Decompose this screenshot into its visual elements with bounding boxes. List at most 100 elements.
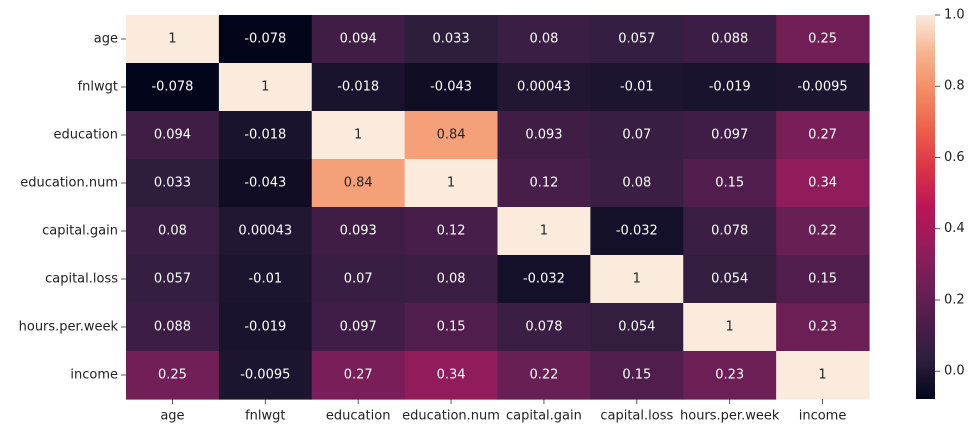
cell-value-label: 0.15 — [715, 176, 744, 191]
cell-value-label: 0.08 — [158, 224, 187, 239]
heatmap-cell — [218, 15, 313, 64]
cell-value-label: -0.0095 — [240, 368, 290, 383]
cell-value-label: -0.032 — [523, 272, 565, 287]
y-axis-tick-labels: age fnlwgt education education.num capital.g… — [19, 32, 126, 383]
heatmap-cell — [311, 111, 406, 160]
heatmap-cell — [497, 303, 591, 352]
heatmap-cell — [311, 63, 406, 112]
heatmap-cell — [776, 15, 870, 64]
cell-value-label: 0.057 — [154, 272, 191, 287]
heatmap-cell — [590, 63, 684, 112]
y-tick-label: capital.gain — [42, 224, 118, 239]
cell-value-label: 0.15 — [622, 368, 651, 383]
x-tick-label: fnlwgt — [245, 409, 285, 424]
heatmap-cell — [404, 255, 499, 304]
cell-value-label: 0.23 — [715, 368, 744, 383]
cell-value-label: 0.088 — [154, 320, 191, 335]
heatmap-cell — [126, 15, 220, 64]
cell-value-label: -0.018 — [337, 80, 379, 95]
heatmap-cell — [311, 159, 406, 208]
heatmap-cell — [126, 111, 220, 160]
heatmap-cells — [126, 15, 870, 400]
cell-value-label: 0.088 — [711, 32, 748, 47]
heatmap-cell — [404, 207, 499, 256]
colorbar-tick-label: 0.6 — [944, 150, 965, 165]
heatmap-cell — [218, 63, 313, 112]
heatmap-cell — [218, 207, 313, 256]
cell-value-label: 0.057 — [618, 32, 655, 47]
y-tick-label: hours.per.week — [19, 320, 119, 335]
cell-value-label: 0.08 — [437, 272, 466, 287]
heatmap-cell — [311, 15, 406, 64]
heatmap-cell — [404, 303, 499, 352]
cell-value-label: 1 — [261, 80, 269, 95]
heatmap-cell — [218, 111, 313, 160]
heatmap-cell — [404, 63, 499, 112]
cell-value-label: -0.01 — [620, 80, 654, 95]
cell-value-label: 0.84 — [344, 176, 373, 191]
colorbar-gradient — [916, 15, 935, 399]
heatmap-cell — [404, 111, 499, 160]
cell-value-label: 1 — [726, 320, 734, 335]
heatmap-cell — [590, 255, 684, 304]
heatmap-cell — [683, 63, 777, 112]
heatmap-cell — [404, 351, 499, 400]
cell-value-label: 0.00043 — [238, 224, 292, 239]
cell-value-label: 1 — [354, 128, 362, 143]
colorbar-tick-label: 0.8 — [944, 79, 965, 94]
cell-value-label: -0.0095 — [797, 80, 847, 95]
colorbar-tick-label: 0.4 — [944, 221, 965, 236]
heatmap-cell — [126, 63, 220, 112]
cell-value-label: 0.22 — [808, 224, 837, 239]
heatmap-cell — [590, 207, 684, 256]
cell-value-label: 0.093 — [340, 224, 377, 239]
heatmap-cell — [683, 111, 777, 160]
x-tick-label: age — [160, 409, 184, 424]
x-tick-label: capital.gain — [506, 409, 582, 424]
heatmap-cell — [126, 207, 220, 256]
y-tick-label: education.num — [20, 176, 118, 191]
heatmap-cell — [311, 303, 406, 352]
heatmap-cell — [683, 351, 777, 400]
cell-value-label: 0.25 — [158, 368, 187, 383]
cell-value-label: 0.12 — [529, 176, 558, 191]
y-tick-label: income — [70, 368, 118, 383]
cell-value-label: 0.033 — [432, 32, 469, 47]
heatmap-cell — [218, 255, 313, 304]
colorbar-tick-label: 0.2 — [944, 292, 965, 307]
heatmap-cell — [776, 207, 870, 256]
heatmap-cell — [590, 159, 684, 208]
heatmap-cell — [404, 15, 499, 64]
heatmap-cell — [590, 351, 684, 400]
heatmap-cell — [126, 255, 220, 304]
cell-value-label: 0.097 — [711, 128, 748, 143]
heatmap-cell — [497, 63, 591, 112]
cell-value-label: 1 — [447, 176, 455, 191]
cell-value-label: 0.00043 — [517, 80, 571, 95]
cell-value-label: 0.07 — [344, 272, 373, 287]
colorbar: 0.0 0.2 0.4 0.6 0.8 1.0 — [916, 8, 965, 399]
heatmap-cell — [590, 111, 684, 160]
cell-value-label: 0.093 — [525, 128, 562, 143]
cell-value-label: 0.078 — [525, 320, 562, 335]
cell-value-label: -0.032 — [616, 224, 658, 239]
y-tick-label: education — [53, 128, 118, 143]
cell-value-label: 0.22 — [529, 368, 558, 383]
heatmap-cell — [776, 255, 870, 304]
heatmap-cell — [311, 255, 406, 304]
heatmap-cell — [497, 207, 591, 256]
cell-value-label: -0.018 — [244, 128, 286, 143]
cell-value-label: -0.043 — [430, 80, 472, 95]
cell-value-label: 1 — [633, 272, 641, 287]
heatmap-cell — [683, 15, 777, 64]
y-tick-label: fnlwgt — [78, 80, 118, 95]
cell-value-label: 0.12 — [437, 224, 466, 239]
cell-value-label: 0.054 — [618, 320, 655, 335]
heatmap-cell — [218, 303, 313, 352]
cell-value-label: 1 — [818, 368, 826, 383]
heatmap-cell — [126, 351, 220, 400]
cell-value-label: -0.078 — [244, 32, 286, 47]
cell-value-label: 1 — [540, 224, 548, 239]
cell-value-label: 1 — [168, 32, 176, 47]
cell-value-label: 0.27 — [808, 128, 837, 143]
